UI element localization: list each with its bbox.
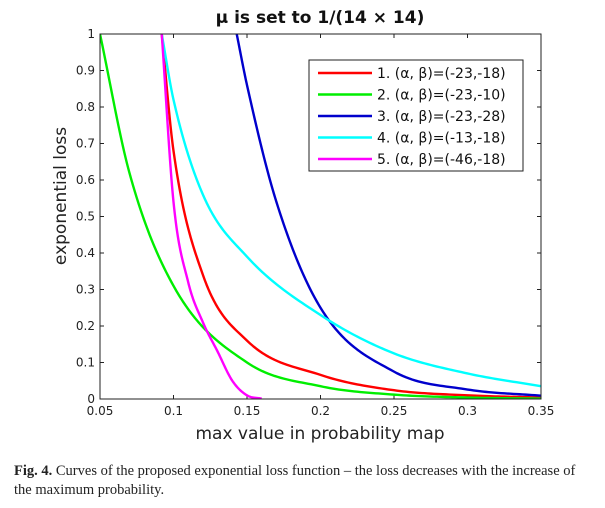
plot-frame: [99, 33, 542, 400]
y-tick-label: 1: [87, 27, 95, 41]
y-tick-label: 0.7: [76, 137, 95, 151]
y-tick-label: 0.8: [76, 100, 95, 114]
figure-label: Fig. 4.: [14, 463, 53, 479]
legend: 1. (α, β)=(-23,-18) 2. (α, β)=(-23,-10) 3.…: [308, 59, 524, 172]
x-tick-label: 0.15: [234, 404, 261, 418]
curve-series-3: [235, 33, 541, 397]
figure-caption: Fig. 4. Curves of the proposed exponenti…: [14, 462, 596, 500]
curves: [100, 33, 541, 399]
curve-series-1: [160, 33, 541, 399]
y-tick-label: 0.3: [76, 283, 95, 297]
x-tick-label: 0.35: [528, 404, 555, 418]
x-tick-label: 0.3: [458, 404, 477, 418]
legend-label-1: 1. (α, β)=(-23,-18): [377, 66, 506, 82]
y-tick-label: 0.5: [76, 210, 95, 224]
curve-series-2: [100, 33, 541, 399]
figure-caption-text: Curves of the proposed exponential loss …: [14, 463, 576, 498]
legend-label-4: 4. (α, β)=(-13,-18): [377, 131, 506, 147]
y-tick-label: 0.9: [76, 64, 95, 78]
legend-label-3: 3. (α, β)=(-23,-28): [377, 109, 506, 125]
y-tick-label: 0.6: [76, 173, 95, 187]
curve-series-5: [160, 33, 263, 399]
x-axis-label: max value in probability map: [195, 424, 444, 444]
x-tick-label: 0.05: [87, 404, 114, 418]
loss-chart: μ is set to 1/(14 × 14) 0.05 0.1 0.15 0.2 0.…: [51, 8, 554, 444]
chart-title: μ is set to 1/(14 × 14): [216, 8, 425, 28]
axis-ticks: 0.05 0.1 0.15 0.2 0.25 0.3 0.35 0 0.1 0.2 0.3 0.4 0.…: [76, 27, 554, 418]
y-tick-label: 0.1: [76, 356, 95, 370]
x-tick-label: 0.2: [311, 404, 330, 418]
y-tick-label: 0.4: [76, 246, 95, 260]
legend-label-2: 2. (α, β)=(-23,-10): [377, 88, 506, 104]
y-axis-label: exponential loss: [51, 127, 71, 265]
curve-series-4: [160, 33, 541, 388]
y-tick-label: 0.2: [76, 319, 95, 333]
y-tick-label: 0: [87, 392, 95, 406]
legend-label-5: 5. (α, β)=(-46,-18): [377, 152, 506, 168]
x-tick-label: 0.1: [164, 404, 183, 418]
x-tick-label: 0.25: [381, 404, 408, 418]
